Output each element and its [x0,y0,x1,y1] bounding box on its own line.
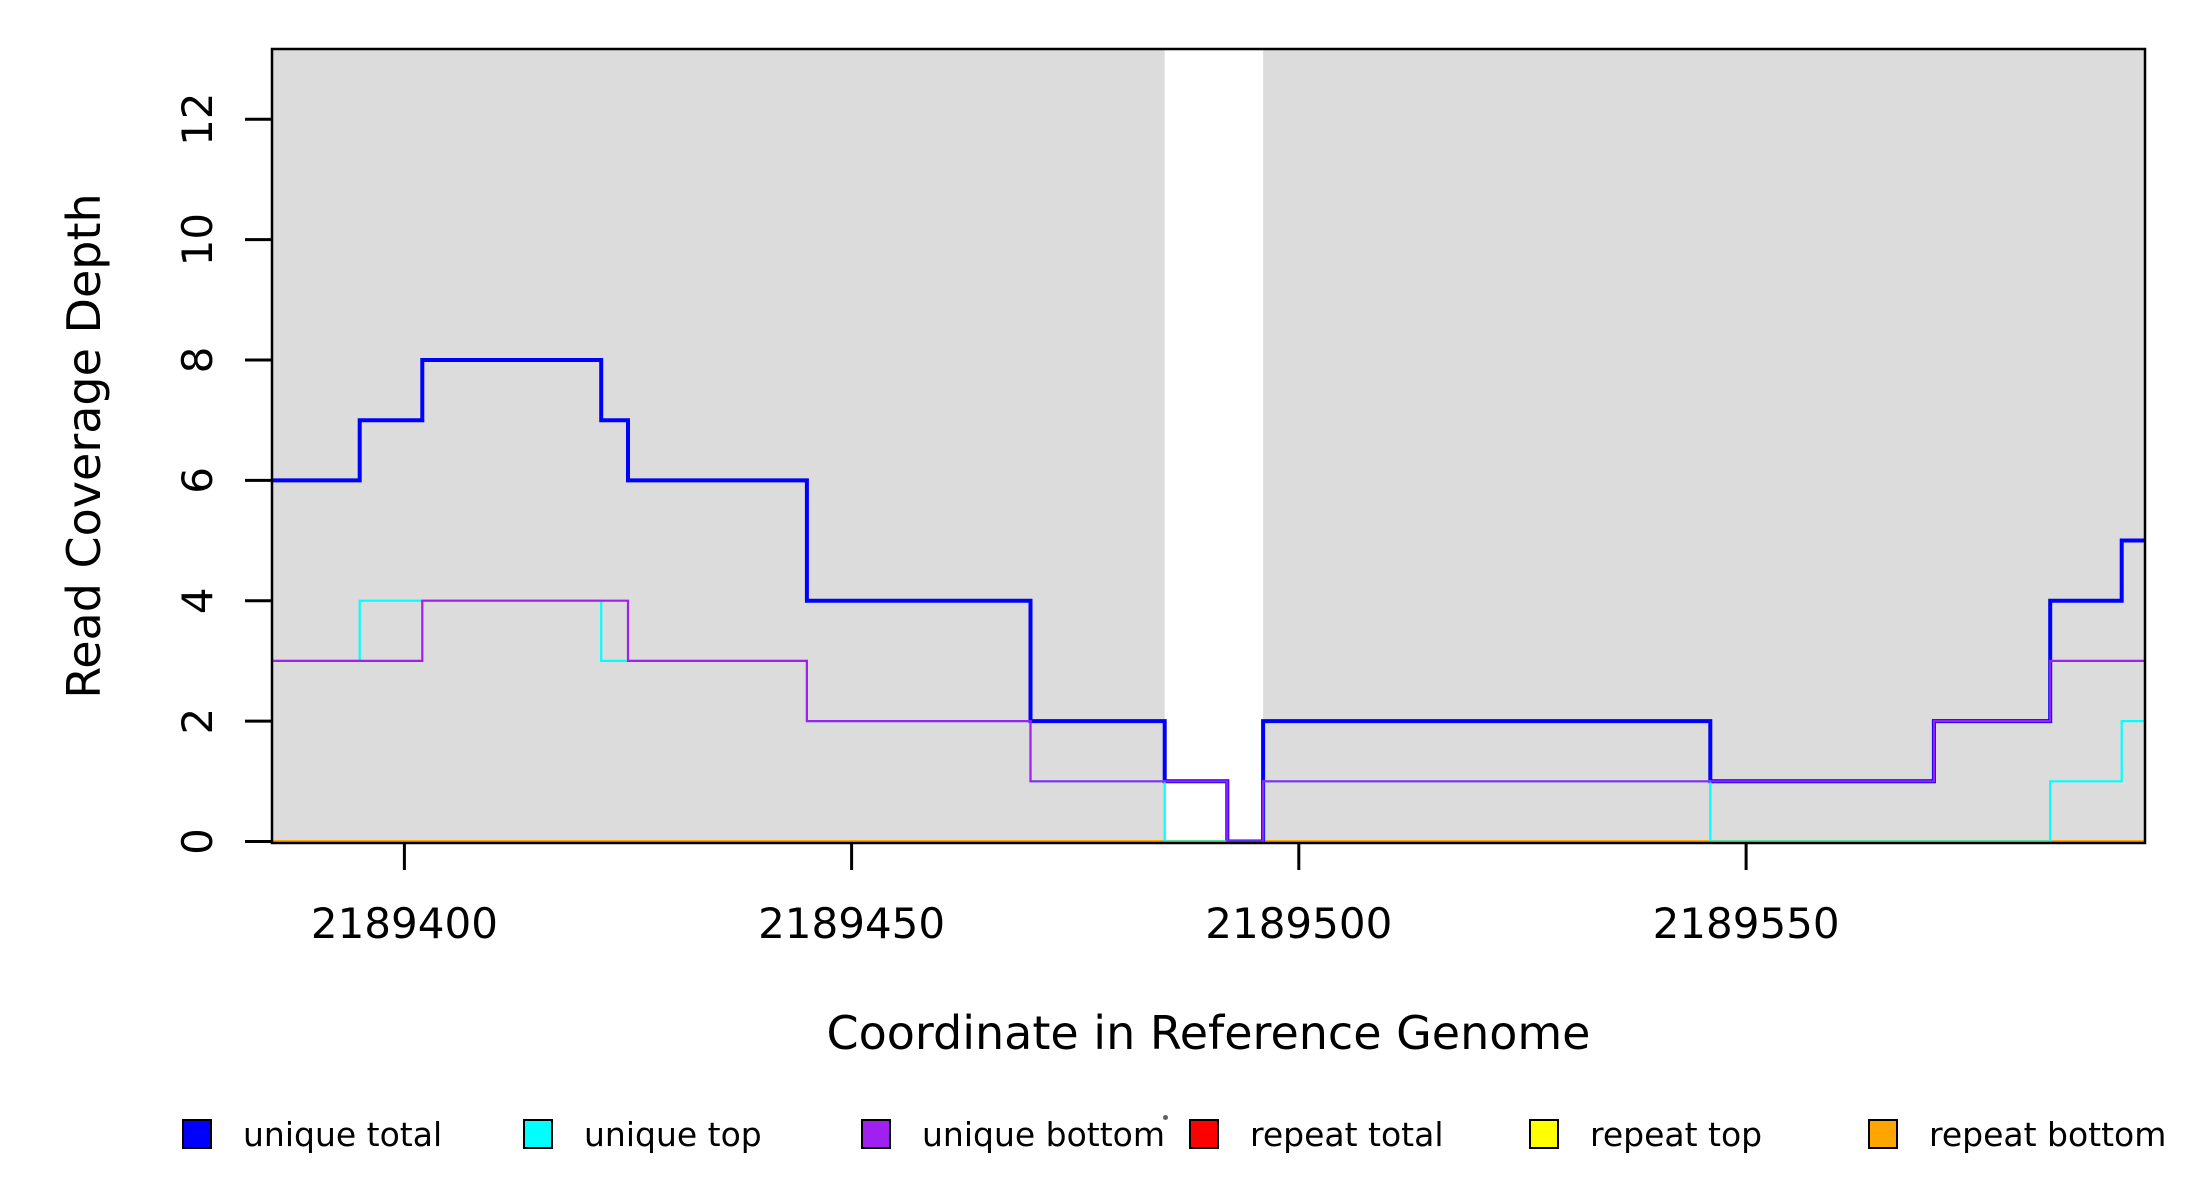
series-line-unique-top [272,599,2145,843]
y-tick-label: 8 [173,347,222,374]
series-line-unique-bottom [272,599,2145,843]
y-tick-label: 10 [173,213,222,266]
x-axis-title: Coordinate in Reference Genome [826,1006,1591,1060]
y-axis-title: Read Coverage Depth [57,193,111,699]
shaded-region-2 [1263,49,2145,843]
plot-box [270,47,2147,845]
stray-mark-dot [1163,1115,1168,1120]
x-tick-label: 2189550 [1653,899,1840,948]
y-tick-label: 0 [173,828,222,855]
x-tick-label: 2189450 [758,899,945,948]
x-tick-label: 2189500 [1205,899,1392,948]
y-tick-label: 6 [173,467,222,494]
y-tick-label: 12 [173,92,222,145]
y-tick-label: 4 [173,587,222,614]
shaded-region-1 [272,49,1165,843]
x-tick-label: 2189400 [311,899,498,948]
y-tick-label: 2 [173,708,222,735]
